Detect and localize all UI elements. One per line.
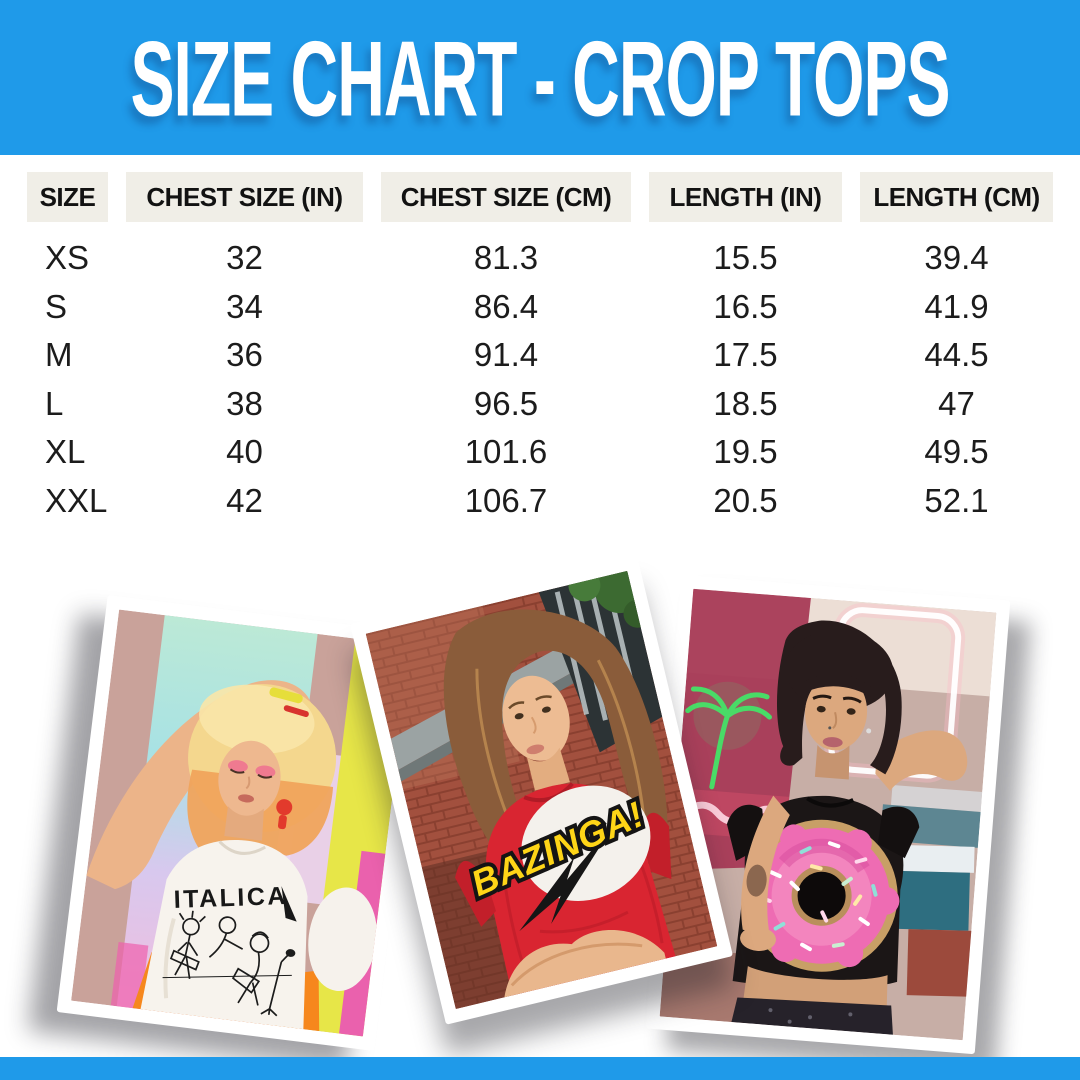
- photo-bazinga-image: BAZINGA!: [365, 570, 718, 1010]
- value-cell: 96.5: [473, 384, 539, 422]
- size-cell: M: [45, 336, 73, 374]
- value-cell: 40: [226, 433, 263, 471]
- column-header: LENGTH (CM): [860, 172, 1053, 222]
- size-table-header: SIZE CHEST SIZE (IN) CHEST SIZE (CM) LENGTH…: [27, 172, 1053, 222]
- title-banner: SIZE CHART - CROP TOPS: [0, 0, 1080, 155]
- shirt-text-italica: ITALICA: [173, 882, 288, 914]
- donut-graphic: [743, 819, 900, 972]
- value-cell: 20.5: [713, 481, 778, 519]
- photo-donut-crop-top: [645, 574, 1011, 1055]
- bottom-accent-bar: [0, 1057, 1080, 1080]
- value-cell: 15.5: [713, 239, 778, 277]
- band-doodle: [162, 910, 296, 1017]
- value-cell: 101.6: [464, 433, 548, 471]
- value-cell: 47: [938, 384, 975, 422]
- patterned-pants: [731, 997, 893, 1035]
- photo-italica-image: ITALICA: [71, 609, 411, 1037]
- value-cell: 39.4: [924, 239, 989, 277]
- value-cell: 32: [226, 239, 263, 277]
- crossed-arms: [504, 930, 666, 998]
- value-cell: 52.1: [924, 481, 989, 519]
- column-header: LENGTH (IN): [649, 172, 842, 222]
- value-cell: 42: [226, 481, 263, 519]
- value-cell: 36: [226, 336, 263, 374]
- white-crop-top: [140, 840, 308, 1030]
- value-cell: 44.5: [924, 336, 989, 374]
- value-cell: 41.9: [924, 287, 989, 325]
- value-cell: 86.4: [473, 287, 539, 325]
- value-cell: 19.5: [713, 433, 778, 471]
- photo-italica-crop-top: ITALICA: [56, 595, 426, 1051]
- value-cell: 81.3: [473, 239, 539, 277]
- column-header: CHEST SIZE (CM): [381, 172, 631, 222]
- italica-print: ITALICA: [173, 882, 297, 922]
- value-cell: 17.5: [713, 336, 778, 374]
- size-cell: XS: [45, 239, 90, 277]
- size-chart-table: SIZE CHEST SIZE (IN) CHEST SIZE (CM) LENGTH…: [27, 172, 1053, 525]
- size-cell: L: [45, 384, 64, 422]
- value-cell: 16.5: [713, 287, 778, 325]
- raised-arm: [86, 680, 314, 890]
- value-cell: 91.4: [473, 336, 539, 374]
- value-cell: 49.5: [924, 433, 989, 471]
- bangs: [801, 673, 876, 700]
- size-cell: XXL: [45, 481, 108, 519]
- photo-bazinga-crop-top: BAZINGA!: [349, 555, 734, 1025]
- column-header: CHEST SIZE (IN): [126, 172, 363, 222]
- value-cell: 34: [226, 287, 263, 325]
- photo-donut-image: [659, 588, 997, 1041]
- lightning-bolt: [519, 821, 616, 932]
- value-cell: 18.5: [713, 384, 778, 422]
- red-earring: [276, 799, 293, 816]
- neon-palm-sign: [685, 686, 772, 790]
- arm-on-hip: [741, 795, 790, 938]
- value-cell: 106.7: [464, 481, 548, 519]
- size-table-body: XS 32 81.3 15.5 39.4 S 34 86.4 16.5 41.9 M 36 91.4 17…: [27, 234, 1053, 525]
- long-hair: [443, 609, 668, 873]
- size-cell: S: [45, 287, 68, 325]
- page-title: SIZE CHART - CROP TOPS: [130, 17, 951, 138]
- forearm-tattoo: [746, 864, 767, 897]
- raised-arm: [875, 730, 968, 791]
- value-cell: 38: [226, 384, 263, 422]
- size-cell: XL: [45, 433, 86, 471]
- column-header: SIZE: [27, 172, 108, 222]
